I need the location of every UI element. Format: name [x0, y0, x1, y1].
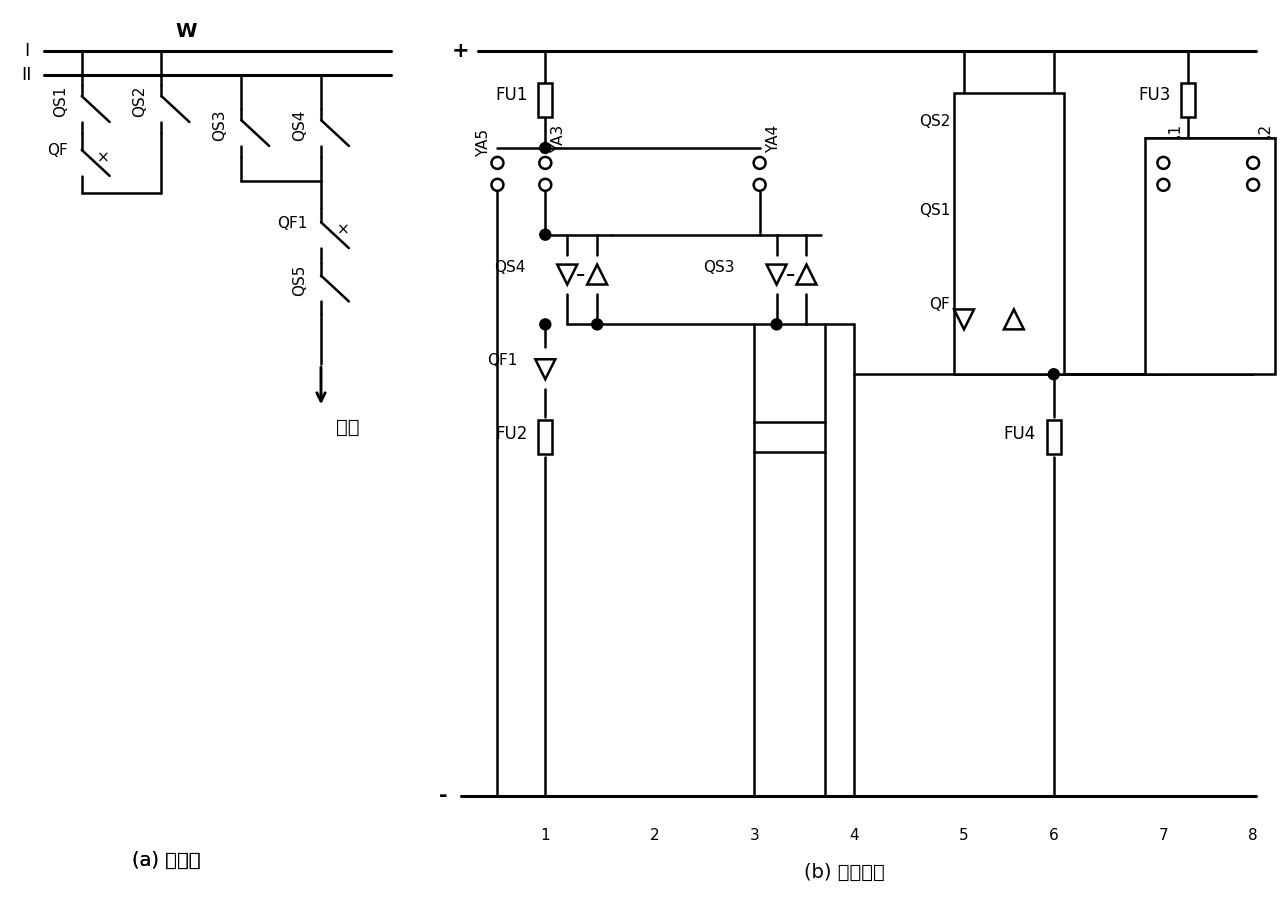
Text: (a) 主电路: (a) 主电路	[132, 851, 200, 870]
Circle shape	[753, 179, 766, 191]
Circle shape	[591, 319, 603, 330]
Circle shape	[539, 179, 552, 191]
Circle shape	[540, 143, 550, 153]
Text: 8: 8	[1248, 828, 1257, 843]
Text: QF1: QF1	[277, 216, 307, 231]
Circle shape	[540, 319, 550, 330]
Text: (a) 主电路: (a) 主电路	[132, 851, 200, 870]
Bar	[955, 93, 1064, 374]
Text: 6: 6	[1048, 828, 1058, 843]
Text: +: +	[452, 41, 470, 61]
Circle shape	[1247, 179, 1259, 191]
Bar	[753, 422, 825, 452]
Circle shape	[771, 319, 783, 330]
Text: QS5: QS5	[293, 265, 307, 296]
Circle shape	[491, 179, 503, 191]
Circle shape	[491, 157, 503, 169]
Circle shape	[1157, 179, 1169, 191]
Text: YA3: YA3	[552, 124, 566, 153]
Text: M880: M880	[769, 429, 811, 445]
Text: QS1: QS1	[53, 86, 68, 116]
Text: FU3: FU3	[1138, 86, 1170, 104]
Text: 馈线: 馈线	[336, 418, 359, 437]
Text: QS2: QS2	[919, 114, 949, 128]
Circle shape	[540, 229, 550, 240]
Circle shape	[753, 157, 766, 169]
Text: 4: 4	[849, 828, 860, 843]
Text: 3: 3	[749, 828, 760, 843]
Text: QS3: QS3	[212, 109, 227, 141]
Bar	[1047, 420, 1061, 454]
Text: FU2: FU2	[495, 425, 527, 443]
Text: YA1: YA1	[1169, 124, 1184, 153]
Text: 1: 1	[540, 828, 550, 843]
Circle shape	[539, 157, 552, 169]
Text: ×: ×	[336, 223, 349, 238]
Text: II: II	[22, 66, 32, 84]
Text: YA4: YA4	[766, 124, 780, 153]
Text: 7: 7	[1159, 828, 1169, 843]
Text: QF: QF	[47, 143, 68, 159]
Text: YA2: YA2	[1259, 124, 1274, 153]
Text: 2: 2	[650, 828, 659, 843]
Text: (b) 闭锁电路: (b) 闭锁电路	[804, 863, 885, 882]
Text: 5: 5	[960, 828, 969, 843]
Text: QF1: QF1	[488, 353, 517, 368]
Text: QF: QF	[929, 297, 949, 312]
Text: QS2: QS2	[132, 86, 148, 116]
Text: I: I	[24, 42, 30, 60]
Circle shape	[1247, 157, 1259, 169]
Bar	[539, 420, 552, 454]
Text: QS1: QS1	[919, 203, 949, 218]
Text: YA5: YA5	[476, 129, 491, 157]
Text: -: -	[439, 786, 448, 805]
Text: QS4: QS4	[494, 260, 525, 275]
Bar	[1146, 138, 1275, 374]
Text: ×: ×	[98, 151, 110, 165]
Circle shape	[1048, 369, 1060, 380]
Text: QS4: QS4	[293, 109, 307, 141]
Text: FU1: FU1	[495, 86, 527, 104]
Bar	[1182, 83, 1196, 117]
Circle shape	[1157, 157, 1169, 169]
Text: FU4: FU4	[1003, 425, 1035, 443]
Bar	[539, 83, 552, 117]
Text: QS3: QS3	[703, 260, 735, 275]
Text: W: W	[176, 22, 198, 41]
